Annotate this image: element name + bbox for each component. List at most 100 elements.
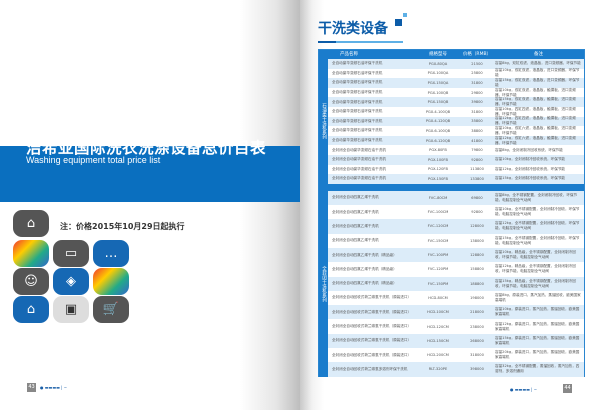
product-name-cell: 全封闭全自动回收式荷兰碳氢干洗机（原装进口）	[332, 309, 412, 314]
price-cell: 31800	[471, 80, 483, 85]
model-cell: FVC-80CM	[428, 195, 448, 200]
model-cell: PGX-4-100QB	[425, 109, 451, 114]
chat-icon: …	[93, 240, 129, 267]
price-note: 注：价格2015年10月29日起执行	[60, 222, 185, 231]
table-row: 全自动豪华变频石油环保干洗机 PGX-100QB 29800 容量10kg，双缸双滤，…	[328, 88, 584, 98]
title-underline	[318, 41, 403, 43]
section-label: 石油类干洗机系列	[319, 59, 328, 184]
model-cell: FVC-100CM	[427, 210, 449, 215]
model-cell: PGX-150QA	[427, 80, 449, 85]
model-cell: PGX-100QB	[427, 90, 449, 95]
table-row: 全封闭全自动回收式荷兰碳氢干洗机（原装进口） HCD-200CM 318000 容量2…	[328, 348, 584, 362]
table-row: 全封闭全自动回收式荷兰碳氢干洗机（原装进口） HCD-150CM 268000 容量1…	[328, 333, 584, 348]
price-cell: 38800	[471, 128, 483, 133]
table-row: 全封闭全自动四氯乙烯干洗机（精品级） FVC-120PM 158800 容量12kg，…	[328, 262, 584, 276]
product-name-cell: 全自动豪华变频石油环保干洗机	[332, 138, 383, 143]
product-name-cell: 全封闭全自动豪华变频石油干洗机	[332, 166, 386, 171]
notes-cell: 容量8kg，全封闭制冷回收系统，环保节能	[495, 147, 563, 152]
table-row: 全自动豪华变频石油环保干洗机 PGX-6-100QB 38800 容量10kg，双缸六…	[328, 126, 584, 136]
product-name-cell: 全封闭全自动回收式荷兰碳氢干洗机（原装进口）	[332, 338, 412, 343]
briefcase-icon: ⌂	[13, 210, 49, 237]
table-row: 全封闭全自动四氯乙烯干洗机 FVC-80CM 69800 容量8kg，全不锈钢配置，全…	[328, 190, 584, 206]
table-row: 全封闭全自动豪华变频石油干洗机 PGX-120FB 113800 容量12kg，全封闭…	[328, 165, 584, 175]
price-cell: 238000	[470, 324, 484, 329]
price-cell: 268000	[470, 338, 484, 343]
table-row: 全自动豪华变频石油环保干洗机 PGX-150QB 39800 容量15kg，双缸双滤，…	[328, 97, 584, 107]
model-cell: PGX-80FB	[429, 148, 447, 153]
model-cell: PGX-100FB	[428, 157, 448, 162]
product-name-cell: 全自动豪华变频石油环保干洗机	[332, 99, 383, 104]
header-product-name: 产品名称	[340, 52, 358, 57]
section-title: 干洗类设备	[318, 21, 388, 37]
product-name-cell: 全封闭全自动四氯乙烯干洗机（精品级）	[332, 252, 397, 257]
table-section: 全封闭干洗机系列 全封闭全自动四氯乙烯干洗机 FVC-80CM 69800 容量8kg…	[319, 190, 584, 377]
table-row: 全封闭全自动四氯乙烯干洗机 FVC-120CM 128000 容量12kg，全不锈钢配…	[328, 219, 584, 234]
model-cell: PGX-4-120QB	[425, 119, 451, 124]
header-price: 价格（RMB）	[462, 52, 492, 57]
table-row: 全封闭全自动回收式荷兰碳氢干洗机（原装进口） HCD-100CM 218000 容量1…	[328, 305, 584, 320]
model-cell: PGX-120FB	[428, 167, 448, 172]
notes-cell: 容量10kg，四缸四滤，液晶板，触摸板，进口变频器，环保节能	[495, 106, 576, 116]
model-cell: PGX-150QB	[427, 100, 449, 105]
table-row: 全封闭全自动四氯乙烯干洗机 FVC-100CM 92800 容量10kg，全不锈钢配置…	[328, 205, 584, 219]
model-cell: HCD-80CM	[428, 295, 448, 300]
price-cell: 92800	[471, 210, 483, 215]
company-logo: ● ▬▬▬▬ | ∽	[40, 385, 68, 390]
credit-card-icon: ▭	[53, 240, 89, 267]
model-cell: RLT-320PE	[428, 367, 448, 372]
table-row: 全封闭全自动回收式荷兰碳氢干洗机（原装进口） HCD-120CM 238000 容量1…	[328, 319, 584, 333]
shopping-cart-icon: 🛒	[93, 296, 129, 323]
page-subtitle: Washing equipment total price list	[26, 155, 161, 165]
table-row: 全自动豪华变频石油环保干洗机 PGX-6-120QB 41800 容量12kg，双缸六…	[328, 136, 584, 146]
table-row: 全封闭全自动豪华变频石油干洗机 PGX-80FB 79800 容量8kg，全封闭制冷回…	[328, 145, 584, 155]
notes-cell: 容量10kg，精品级，全不锈钢配置，全封闭制冷回收，环保节能，电脑控制全气动阀	[495, 250, 576, 260]
product-name-cell: 全自动豪华变频石油环保干洗机	[332, 109, 383, 114]
product-name-cell: 全封闭全自动豪华变频石油干洗机	[332, 157, 386, 162]
price-cell: 31800	[471, 109, 483, 114]
notes-cell: 容量8kg，双缸双滤，液晶板，进口变频器，环保节能	[495, 61, 581, 66]
table-row: 全封闭全自动四氯乙烯干洗机 FVC-150CM 138000 容量15kg，全不锈钢配…	[328, 234, 584, 248]
table-row: 全封闭全自动四氯乙烯干洗机（精品级） FVC-100PM 128800 容量10kg，…	[328, 247, 584, 263]
notes-cell: 容量12kg，精品级，全不锈钢配置，全封闭制冷回收，环保节能，电脑控制全气动阀	[495, 264, 576, 274]
product-name-cell: 全封闭全自动回收式荷兰碳氢多溶剂环保干洗机	[332, 366, 408, 371]
model-cell: PGX-6-120QB	[425, 138, 451, 143]
table-row: 全自动豪华变频石油环保干洗机 PGX-4-120QB 35800 容量12kg，四缸四…	[328, 116, 584, 127]
product-name-cell: 全封闭全自动回收式荷兰碳氢干洗机（原装进口）	[332, 352, 412, 357]
model-cell: PGX-150FB	[428, 176, 448, 181]
model-cell: FVC-120PM	[427, 267, 449, 272]
price-cell: 138000	[470, 238, 484, 243]
product-name-cell: 全自动豪华变频石油环保干洗机	[332, 70, 383, 75]
notes-cell: 容量8kg，原装进口，蒸汽加热，蒸馏回收，欧美国家高端机	[495, 292, 581, 302]
price-cell: 133800	[470, 176, 484, 181]
decor-square	[403, 13, 407, 17]
model-cell: FVC-150CM	[427, 238, 449, 243]
product-name-cell: 全封闭全自动四氯乙烯干洗机	[332, 238, 379, 243]
brain-icon: ☺	[13, 268, 49, 295]
model-cell: HCD-150CM	[427, 338, 449, 343]
model-cell: PGX-6-100QB	[425, 128, 451, 133]
model-cell: FVC-100PM	[427, 253, 449, 258]
page-number: 43	[27, 383, 36, 392]
product-name-cell: 全自动豪华变频石油环保干洗机	[332, 128, 383, 133]
table-row: 全封闭全自动豪华变频石油干洗机 PGX-100FB 92800 容量10kg，全封闭制…	[328, 154, 584, 165]
price-cell: 69800	[471, 195, 483, 200]
company-logo: ● ▬▬▬▬ | ∽	[510, 387, 538, 392]
notes-cell: 容量15kg，全不锈钢配置，全封闭制冷回收，环保节能，电脑控制全气动阀	[495, 235, 580, 245]
table-row: 全封闭全自动四氯乙烯干洗机（精品级） FVC-150PM 188800 容量15kg，…	[328, 276, 584, 291]
model-cell: PGX-80QA	[428, 61, 448, 66]
price-cell: 158800	[470, 267, 484, 272]
price-cell: 29800	[471, 90, 483, 95]
table-row: 全封闭全自动豪华变频石油干洗机 PGX-150FB 133800 容量15kg，全封闭…	[328, 174, 584, 184]
price-tag-icon: ◈	[53, 268, 89, 295]
notes-cell: 容量15kg，双缸双滤，液晶板，触摸板，进口变频器，环保节能	[495, 97, 576, 107]
product-name-cell: 全封闭全自动回收式荷兰碳氢干洗机（原装进口）	[332, 324, 412, 329]
price-cell: 188800	[470, 281, 484, 286]
table-row: 全自动豪华变频石油环保干洗机 PGX-4-100QB 31800 容量10kg，四缸四…	[328, 107, 584, 117]
table-row: 全自动豪华变频石油环保干洗机 PGX-80QA 21500 容量8kg，双缸双滤，液晶…	[328, 59, 584, 69]
home-icon: ⌂	[13, 296, 49, 323]
table-row: 全封闭全自动回收式荷兰碳氢干洗机（原装进口） HCD-80CM 198000 容量8k…	[328, 291, 584, 305]
faces-icon	[13, 240, 49, 267]
model-cell: HCD-120CM	[427, 324, 449, 329]
notes-cell: 容量12kg，原装进口，蒸汽加热，蒸馏回收，欧美国家高端机	[495, 321, 580, 331]
product-name-cell: 全封闭全自动四氯乙烯干洗机（精品级）	[332, 266, 397, 271]
